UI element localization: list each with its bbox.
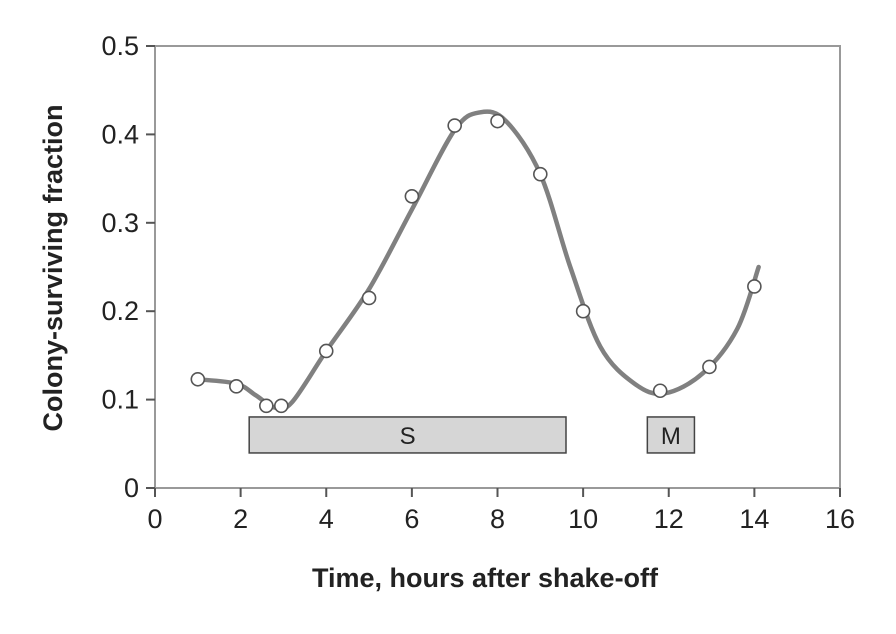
data-point xyxy=(702,359,717,375)
y-tick-label: 0.3 xyxy=(101,208,139,238)
y-tick-label: 0.1 xyxy=(101,385,139,415)
y-axis-title: Colony-surviving fraction xyxy=(38,104,68,431)
data-point xyxy=(361,290,377,306)
data-point xyxy=(447,118,462,133)
phase-label-m: M xyxy=(661,423,681,450)
x-axis-ticks: 0 2 4 6 8 10 12 14 16 xyxy=(147,488,855,534)
y-tick-label: 0.4 xyxy=(101,119,139,149)
x-tick-label: 12 xyxy=(654,504,684,534)
data-point xyxy=(229,379,244,394)
data-point xyxy=(259,398,274,414)
x-tick-label: 4 xyxy=(319,504,334,534)
x-tick-label: 8 xyxy=(490,504,505,534)
data-point-layer xyxy=(190,113,762,414)
y-tick-label: 0.5 xyxy=(101,31,139,61)
survival-curve-layer xyxy=(195,109,761,412)
data-point xyxy=(490,113,505,129)
data-point xyxy=(190,371,206,387)
phase-bar-s xyxy=(248,416,567,454)
x-tick-label: 6 xyxy=(404,504,419,534)
data-point xyxy=(318,343,334,359)
data-point xyxy=(652,383,668,399)
data-point xyxy=(404,188,420,204)
x-tick-label: 10 xyxy=(568,504,598,534)
y-tick-label: 0.2 xyxy=(101,296,139,326)
phase-label-s: S xyxy=(400,423,416,450)
x-tick-label: 14 xyxy=(739,504,769,534)
data-point xyxy=(747,279,762,294)
x-axis-title: Time, hours after shake-off xyxy=(312,563,659,593)
data-point xyxy=(273,398,289,414)
y-tick-label: 0 xyxy=(124,473,139,503)
x-tick-label: 16 xyxy=(825,504,855,534)
x-tick-label: 2 xyxy=(233,504,248,534)
survival-curve xyxy=(195,109,761,412)
data-point xyxy=(575,303,591,319)
x-tick-label: 0 xyxy=(147,504,162,534)
phase-bar-m xyxy=(646,416,696,454)
y-axis-ticks: 0 0.1 0.2 0.3 0.4 0.5 xyxy=(101,31,155,503)
data-point xyxy=(533,166,548,182)
